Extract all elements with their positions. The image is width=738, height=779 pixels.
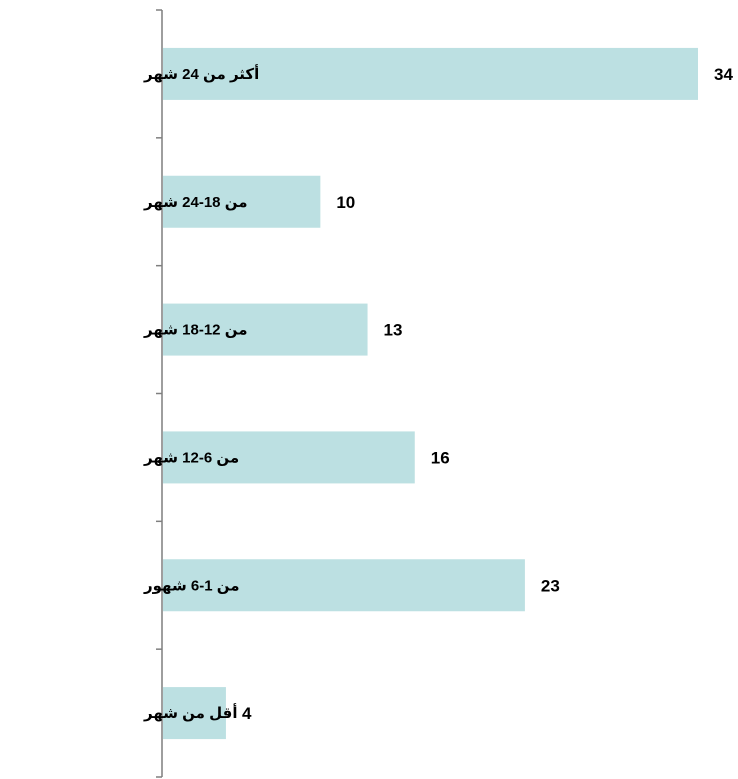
category-label: أقل من شهر — [143, 703, 237, 722]
bar — [163, 175, 321, 228]
bar — [163, 431, 415, 484]
bars-layer — [163, 47, 698, 740]
category-label: أكثر من 24 شهر — [143, 64, 259, 83]
category-label: من 1-6 شهور — [143, 577, 240, 594]
category-label: من 12-18 شهر — [143, 322, 247, 339]
data-label: 34 — [714, 65, 733, 84]
category-axis — [156, 9, 163, 778]
bar — [163, 687, 226, 740]
data-label: 16 — [431, 448, 450, 467]
data-label: 10 — [336, 193, 355, 212]
data-label: 4 — [242, 704, 252, 723]
category-label: من 18-24 شهر — [143, 194, 247, 211]
category-label: من 6-12 شهر — [143, 449, 239, 466]
data-label: 23 — [541, 576, 560, 595]
labels-layer: أكثر من 24 شهر 34 من 18-24 شهر 10 من 12-18 ش… — [143, 64, 733, 723]
bar — [163, 559, 525, 612]
bar — [163, 303, 368, 356]
bar — [163, 47, 698, 100]
data-label: 13 — [384, 321, 403, 340]
